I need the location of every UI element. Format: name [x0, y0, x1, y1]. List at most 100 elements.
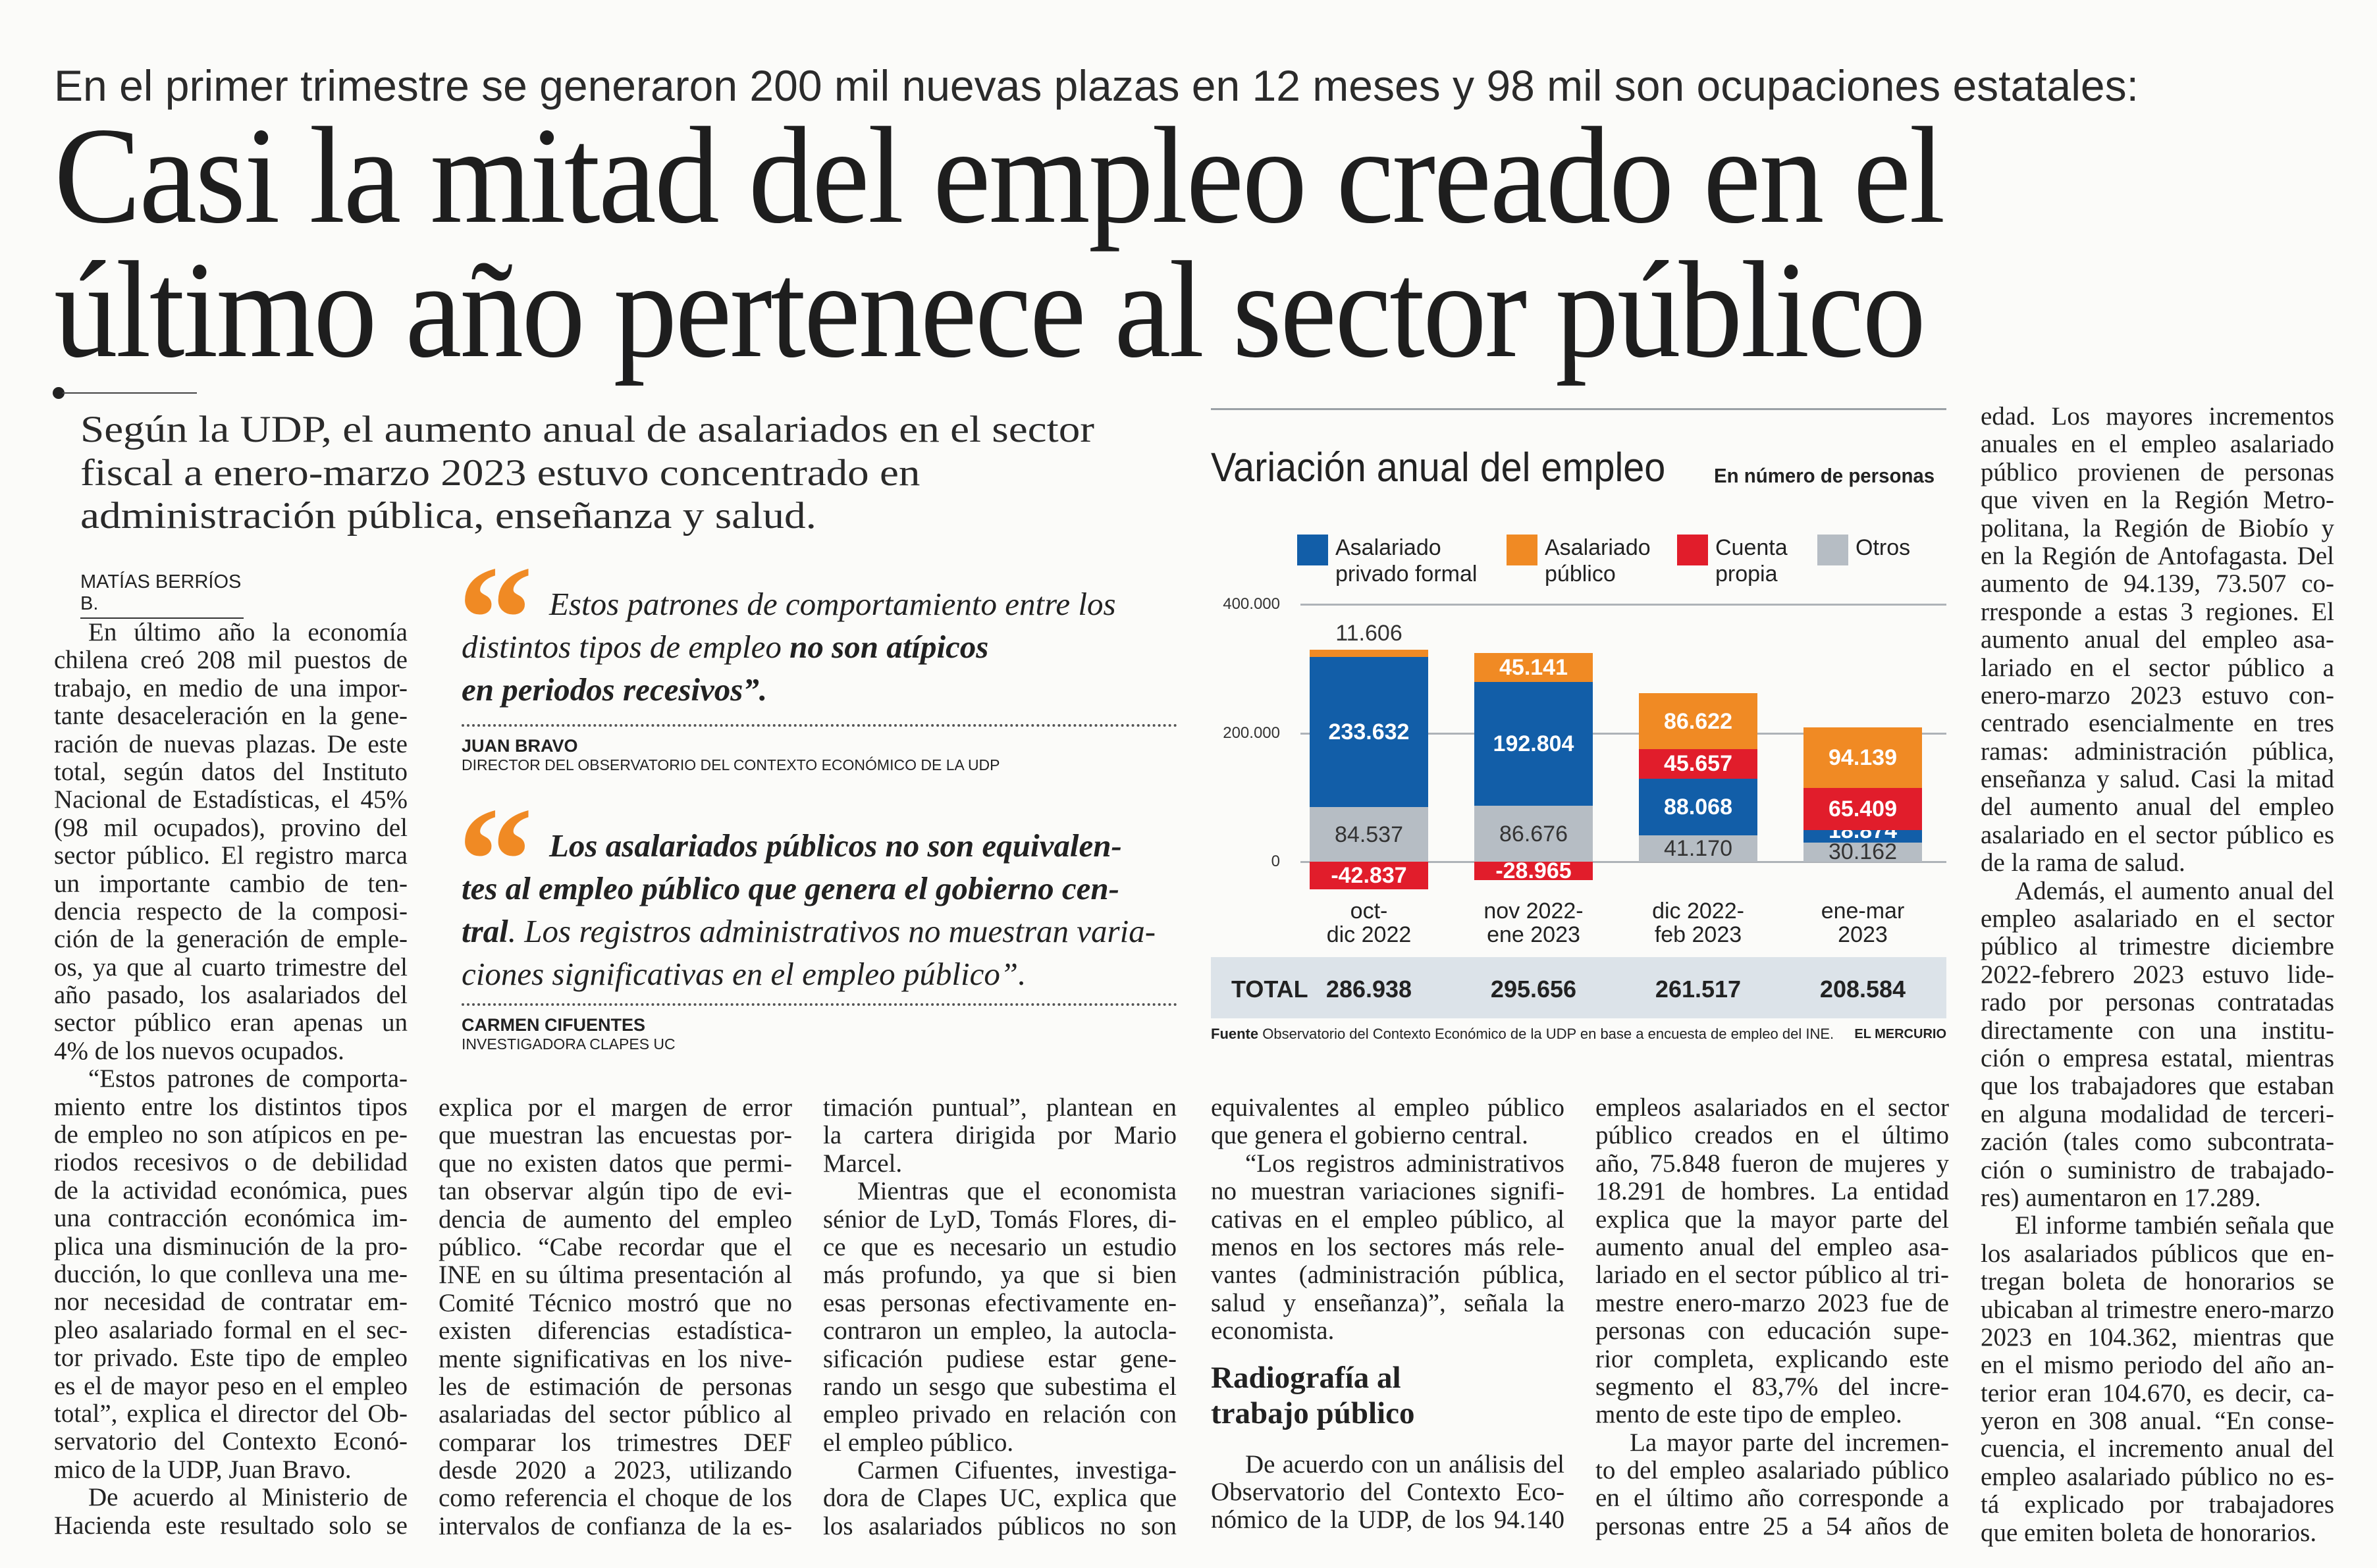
dotted-divider [462, 1003, 1177, 1006]
legend-label: Asalariado privado formal [1335, 535, 1477, 587]
x-category-line: 2023 [1838, 922, 1888, 947]
bar-segment [1639, 835, 1757, 862]
headline-line: Casi la mitad del empleo creado en el [54, 99, 1945, 252]
paragraph: De acuerdo al Ministerio de Hacienda este… [54, 1483, 408, 1540]
totals-row [1211, 957, 1946, 1018]
legend-label-line: Otros [1856, 535, 1911, 560]
source-text: Observatorio del Contexto Económico de l… [1262, 1026, 1834, 1042]
x-category-line: oct- [1350, 899, 1388, 924]
bar-value-label: 94.139 [1829, 745, 1897, 771]
text-line: público al trimestre diciembre [1981, 932, 2334, 961]
chart-credit: EL MERCURIO [1854, 1027, 1946, 1041]
text-line: contraron un empleo, la autocla- [823, 1317, 1177, 1346]
bar-segment [1639, 778, 1757, 835]
quote-segment: Los asalariados públicos no son equivale… [549, 827, 1122, 864]
text-line: en la Región de Antofagasta. Del [1981, 541, 2334, 570]
text-line: timación puntual”, plantean en [823, 1093, 1177, 1122]
text-line: dencia de aumento del empleo [439, 1205, 792, 1234]
x-category-line: ene-mar [1821, 899, 1905, 924]
section-heading-line: trabajo público [1211, 1396, 1415, 1430]
x-category-label: dic 2022- feb 2023 [1613, 899, 1784, 947]
text-line: sificación pudiese estar gene- [823, 1344, 1177, 1373]
bar-segment [1474, 862, 1593, 881]
text-line: cuencia, el incremento anual del [1981, 1434, 2334, 1463]
text-line: Nacional de Estadísticas, el 45% [54, 785, 408, 814]
bar-segment [1803, 727, 1922, 789]
text-line: menos en los sectores más rele- [1211, 1232, 1564, 1261]
legend-swatch [1507, 535, 1537, 565]
text-line: lariado en el sector público a [1981, 653, 2334, 682]
paragraph: empleos asalariados en el sector público … [1595, 1093, 1949, 1429]
text-line: plica una disminución de la pro- [54, 1232, 408, 1261]
text-line: INE en su última presentación al [439, 1261, 792, 1290]
text-line: sector público eran apenas un [54, 1008, 408, 1037]
section-heading: Radiografía al trabajo público [1211, 1360, 1564, 1431]
x-category-label: ene-mar 2023 [1777, 899, 1948, 947]
text-line: público provienen de personas [1981, 457, 2334, 486]
paragraph: timación puntual”, plantean en la cartera… [823, 1093, 1177, 1178]
paragraph: Carmen Cifuentes, investiga-dora de Clap… [823, 1456, 1177, 1540]
text-line: “Estos patrones de comporta- [88, 1064, 408, 1093]
text-line: ubicaban al trimestre enero-marzo [1981, 1295, 2334, 1324]
bar-value-label: -42.837 [1331, 862, 1407, 888]
text-line: de la rama de salud. [1981, 849, 2185, 877]
paragraph: edad. Los mayores incrementos anuales en … [1981, 402, 2334, 877]
quote-mark-icon: “ [458, 776, 533, 944]
y-tick-label: 200.000 [1223, 723, 1280, 742]
text-line: del aumento anual del empleo [1981, 793, 2334, 822]
x-category-line: nov 2022- [1483, 899, 1584, 924]
text-line: Comité Técnico mostró que no [439, 1288, 792, 1317]
text-line: centrado esencialmente en tres [1981, 709, 2334, 738]
bar-segment [1474, 806, 1593, 862]
bar-value-label: 88.068 [1664, 794, 1732, 820]
text-line: comparar los trimestres DEF [439, 1428, 792, 1457]
chart-subtitle: En número de personas [1714, 464, 1935, 487]
text-line: año, 75.848 fueron de mujeres y [1595, 1149, 1949, 1178]
text-line: rado por personas contratadas [1981, 988, 2334, 1017]
text-line: empleo asalariado en el sector [1981, 904, 2334, 933]
legend-swatch [1677, 535, 1708, 565]
text-line: existen diferencias estadística- [439, 1317, 792, 1346]
x-category-label: oct-dic 2022 [1283, 899, 1455, 947]
quote-segment: en periodos recesivos”. [462, 671, 768, 708]
text-line: (98 mil ocupados), provino del [54, 813, 408, 842]
text-line: público creados en el último [1595, 1121, 1949, 1150]
text-line: Observatorio del Contexto Eco- [1211, 1477, 1564, 1506]
bar-value-label: 45.657 [1664, 751, 1732, 777]
legend-label: Cuenta propia [1715, 535, 1788, 587]
text-line: Hacienda este resultado solo se [54, 1511, 408, 1540]
total-value: 286.938 [1325, 976, 1412, 1003]
text-line: explica que la mayor parte del [1595, 1205, 1949, 1234]
text-line: pleo asalariado formal en el sec- [54, 1315, 408, 1344]
paragraph: “Estos patrones de comporta-miento entre… [54, 1064, 408, 1484]
text-line: aumento anual del empleo asa- [1595, 1232, 1949, 1261]
bar-value-label: -28.965 [1495, 858, 1572, 884]
text-line: riodos recesivos o de debilidad [54, 1148, 408, 1177]
quote-line: tes al empleo público que genera el gobi… [462, 867, 1177, 910]
quote-line: Estos patrones de comportamiento entre l… [462, 583, 1177, 625]
quote-author-name: JUAN BRAVO [462, 736, 578, 756]
text-line: les de estimación de personas [439, 1372, 792, 1401]
text-line: salud y enseñanza)”, señala la [1211, 1288, 1564, 1317]
quote-author-name: CARMEN CIFUENTES [462, 1015, 646, 1035]
bar-segment [1310, 649, 1428, 657]
bar-segment [1310, 807, 1428, 862]
text-line: no muestran variaciones signifi- [1211, 1177, 1564, 1206]
text-line: edad. Los mayores incrementos [1981, 402, 2334, 431]
bar-value-label: 86.622 [1664, 708, 1732, 734]
paragraph: “Los registros administrativos no muestra… [1211, 1149, 1564, 1346]
text-line: ción o empresa estatal, mientras [1981, 1043, 2334, 1072]
gridline [1300, 732, 1946, 735]
text-line: los asalariados públicos no son [823, 1511, 1177, 1540]
text-line: Marcel. [823, 1149, 903, 1178]
quote-segment: Estos patrones de comportamiento entre l… [549, 586, 1116, 622]
bar-segment [1803, 842, 1922, 862]
text-line: vantes (administración pública, [1211, 1261, 1564, 1290]
bar-segment [1474, 652, 1593, 682]
total-value: 295.656 [1490, 976, 1577, 1003]
text-line: La mayor parte del incremen- [1630, 1428, 1949, 1457]
article-column: timación puntual”, plantean en la cartera… [823, 1093, 1177, 1540]
y-tick-label: 0 [1271, 852, 1280, 870]
text-line: sector público. El registro marca [54, 841, 408, 870]
bar-value-label: 30.162 [1829, 839, 1897, 865]
